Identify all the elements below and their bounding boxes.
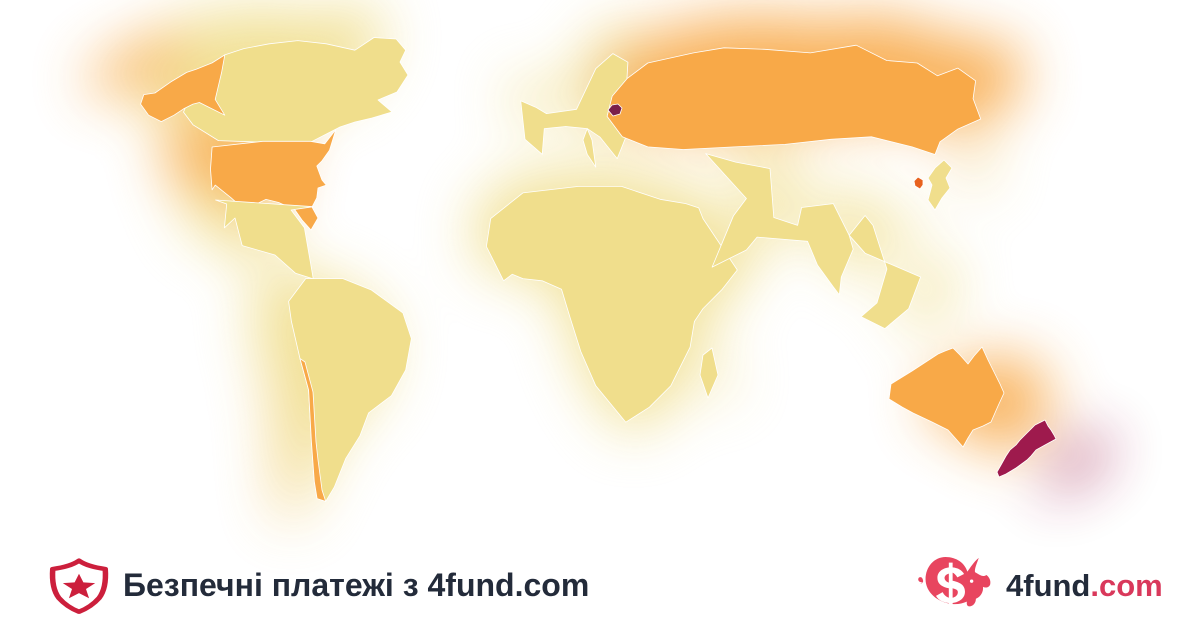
svg-text:Безпечні платежі з 4fund.com: Безпечні платежі з 4fund.com	[123, 567, 589, 603]
svg-text:4fund.com: 4fund.com	[1006, 568, 1163, 603]
